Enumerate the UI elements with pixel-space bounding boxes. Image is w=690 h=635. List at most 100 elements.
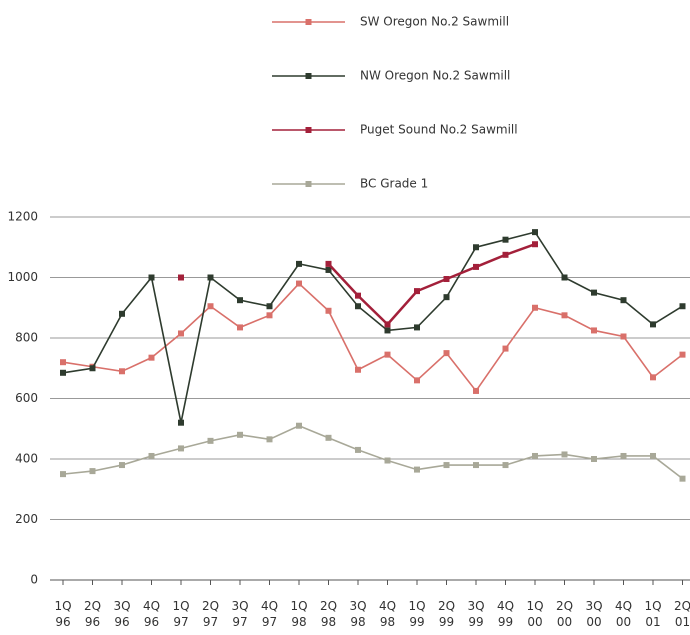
point bbox=[355, 366, 361, 373]
legend-marker bbox=[305, 127, 312, 133]
point bbox=[237, 297, 243, 304]
series-line bbox=[62, 231, 683, 423]
point bbox=[119, 310, 125, 317]
point bbox=[414, 324, 420, 331]
point bbox=[119, 462, 125, 469]
point bbox=[443, 294, 450, 301]
point bbox=[620, 297, 627, 304]
point bbox=[591, 327, 597, 334]
point bbox=[620, 333, 627, 340]
point bbox=[414, 377, 420, 384]
point bbox=[443, 350, 450, 357]
point bbox=[119, 368, 125, 375]
point bbox=[325, 266, 332, 273]
point bbox=[414, 466, 420, 473]
point bbox=[679, 475, 686, 482]
point bbox=[561, 451, 568, 458]
point bbox=[148, 452, 155, 459]
x-tick-label: 3Q 98 bbox=[349, 599, 366, 629]
x-tick-label: 4Q 00 bbox=[615, 599, 632, 629]
point bbox=[384, 351, 391, 358]
legend-label: SW Oregon No.2 Sawmill bbox=[360, 15, 509, 29]
x-tick-label: 4Q 96 bbox=[143, 599, 160, 629]
point bbox=[473, 387, 479, 394]
x-tick-label: 3Q 97 bbox=[231, 599, 248, 629]
point bbox=[178, 445, 184, 452]
series-line bbox=[62, 282, 683, 393]
x-tick-label: 3Q 00 bbox=[585, 599, 602, 629]
point bbox=[60, 369, 66, 376]
point bbox=[620, 452, 627, 459]
point bbox=[325, 434, 332, 441]
x-tick-label: 2Q 96 bbox=[84, 599, 101, 629]
point bbox=[443, 276, 450, 283]
point bbox=[650, 452, 656, 459]
x-tick-label: 2Q 01 bbox=[674, 599, 690, 629]
point bbox=[207, 303, 214, 310]
x-tick-label: 2Q 99 bbox=[438, 599, 455, 629]
x-tick-label: 4Q 98 bbox=[379, 599, 396, 629]
y-tick-label: 0 bbox=[30, 573, 38, 587]
point bbox=[532, 452, 538, 459]
legend-marker bbox=[305, 19, 312, 25]
point bbox=[148, 274, 155, 281]
point bbox=[532, 229, 538, 236]
point bbox=[296, 422, 302, 429]
point bbox=[207, 437, 214, 444]
legend-label: NW Oregon No.2 Sawmill bbox=[360, 69, 510, 83]
point bbox=[591, 456, 597, 462]
point bbox=[148, 354, 155, 361]
point bbox=[473, 263, 479, 270]
point bbox=[325, 260, 332, 267]
point bbox=[502, 251, 509, 258]
point bbox=[325, 307, 332, 314]
x-tick-label: 1Q 97 bbox=[172, 599, 189, 629]
legend-marker bbox=[305, 73, 312, 79]
x-tick-label: 2Q 97 bbox=[202, 599, 219, 629]
point bbox=[532, 241, 538, 248]
x-tick-label: 3Q 96 bbox=[113, 599, 130, 629]
point bbox=[266, 312, 273, 319]
point bbox=[178, 330, 184, 337]
point bbox=[414, 288, 420, 295]
point bbox=[443, 462, 450, 469]
point bbox=[650, 374, 656, 381]
point bbox=[266, 436, 273, 443]
point bbox=[384, 457, 391, 464]
series-line bbox=[327, 243, 536, 327]
point bbox=[266, 303, 273, 310]
point bbox=[384, 321, 391, 328]
x-tick-label: 1Q 00 bbox=[526, 599, 543, 629]
point bbox=[178, 274, 184, 281]
point bbox=[237, 324, 243, 331]
point bbox=[355, 292, 361, 299]
point bbox=[355, 303, 361, 310]
legend-label: BC Grade 1 bbox=[360, 177, 428, 191]
y-tick-label: 800 bbox=[15, 331, 38, 345]
point bbox=[60, 471, 66, 478]
x-tick-label: 4Q 97 bbox=[261, 599, 278, 629]
point bbox=[502, 462, 509, 469]
series-line bbox=[62, 424, 683, 480]
point bbox=[207, 274, 214, 281]
point bbox=[532, 304, 538, 311]
point bbox=[473, 244, 479, 251]
x-tick-label: 1Q 98 bbox=[290, 599, 307, 629]
point bbox=[89, 468, 96, 475]
point bbox=[237, 431, 243, 438]
legend-marker bbox=[305, 181, 312, 187]
point bbox=[591, 289, 597, 296]
point bbox=[60, 359, 66, 366]
x-tick-label: 2Q 98 bbox=[320, 599, 337, 629]
x-tick-label: 2Q 00 bbox=[556, 599, 573, 629]
point bbox=[650, 321, 656, 328]
y-tick-label: 600 bbox=[15, 391, 38, 405]
y-tick-label: 400 bbox=[15, 452, 38, 466]
point bbox=[296, 280, 302, 287]
point bbox=[679, 351, 686, 358]
y-tick-label: 1200 bbox=[7, 210, 38, 224]
x-tick-label: 4Q 99 bbox=[497, 599, 514, 629]
point bbox=[89, 365, 96, 372]
point bbox=[178, 419, 184, 426]
